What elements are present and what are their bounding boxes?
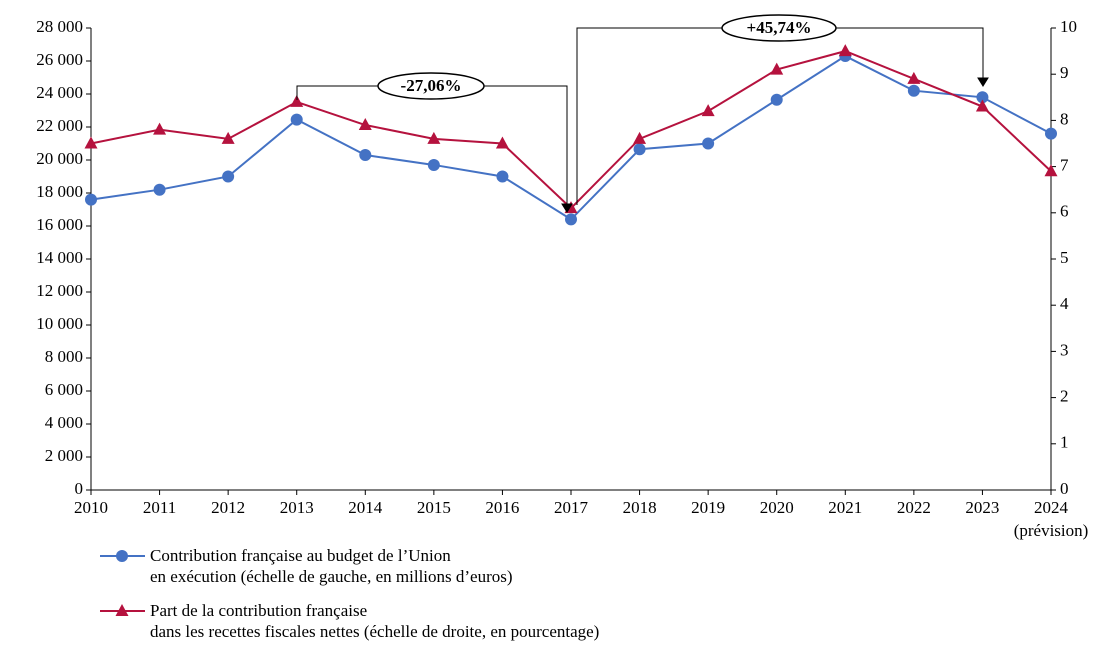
x-tick-label: 2018	[623, 498, 657, 517]
x-tick-label: 2011	[143, 498, 176, 517]
series-line	[90, 54, 1052, 221]
y2-tick-label: 9	[1060, 63, 1069, 82]
marker	[701, 104, 715, 117]
y-tick-label: 14 000	[36, 248, 83, 267]
y2-tick-label: 0	[1060, 479, 1069, 498]
marker	[565, 213, 577, 226]
y-tick-label: 6 000	[45, 380, 83, 399]
x-tick-label: 2020	[760, 498, 794, 517]
marker	[496, 170, 509, 183]
marker	[290, 94, 304, 107]
marker	[290, 113, 303, 126]
y-tick-label: 26 000	[36, 50, 83, 69]
x-tick-label: 2019	[691, 498, 725, 517]
y2-tick-label: 1	[1060, 433, 1069, 452]
annotation-bracket	[296, 14, 989, 213]
marker	[358, 118, 372, 131]
annotation: -27,06%	[401, 76, 462, 95]
x-tick-label: 2010	[74, 498, 108, 517]
legend-label: Part de la contribution française dans l…	[150, 601, 600, 641]
y-tick-label: 20 000	[36, 149, 83, 168]
y2-tick-label: 8	[1060, 109, 1069, 128]
x-tick-label: 2016	[485, 498, 519, 517]
marker	[907, 71, 921, 84]
marker	[153, 183, 166, 196]
y2-tick-label: 5	[1060, 248, 1069, 267]
x-tick-label: 2012	[211, 498, 245, 517]
y2-tick-label: 6	[1060, 202, 1069, 221]
marker	[702, 137, 715, 150]
x-tick-label: 2015	[417, 498, 451, 517]
y-tick-label: 8 000	[45, 347, 83, 366]
marker	[907, 84, 920, 97]
marker	[222, 170, 235, 183]
marker	[1044, 164, 1058, 177]
y2-tick-label: 2	[1060, 387, 1069, 406]
marker	[153, 122, 167, 135]
x-tick-label: 2024	[1034, 498, 1069, 517]
y-tick-label: 10 000	[36, 314, 83, 333]
y2-tick-label: 7	[1060, 156, 1069, 175]
marker	[427, 131, 441, 144]
marker	[770, 62, 784, 75]
marker	[85, 193, 97, 206]
marker	[770, 93, 783, 106]
annotation: +45,74%	[747, 18, 812, 37]
marker	[115, 604, 129, 616]
marker	[84, 136, 98, 149]
x-tick-label: 2022	[897, 498, 931, 517]
marker	[495, 136, 509, 149]
legend-label: Contribution française au budget de l’Un…	[150, 546, 513, 586]
marker	[633, 143, 646, 156]
marker	[1045, 127, 1057, 140]
y2-tick-label: 3	[1060, 340, 1069, 359]
y-tick-label: 18 000	[36, 182, 83, 201]
y-tick-label: 16 000	[36, 215, 83, 234]
y-tick-label: 22 000	[36, 116, 83, 135]
marker	[976, 91, 989, 104]
marker	[838, 44, 852, 57]
y-tick-label: 24 000	[36, 83, 83, 102]
marker	[221, 131, 235, 144]
y-tick-label: 2 000	[45, 446, 83, 465]
marker	[427, 158, 440, 171]
marker	[359, 149, 372, 162]
x-tick-label: 2021	[828, 498, 862, 517]
x-tick-label: 2014	[348, 498, 383, 517]
y-tick-label: 0	[75, 479, 84, 498]
marker	[975, 99, 989, 112]
y2-tick-label: 10	[1060, 17, 1077, 36]
y-tick-label: 4 000	[45, 413, 83, 432]
marker	[116, 550, 128, 562]
x-tick-label: 2023	[965, 498, 999, 517]
series-line	[90, 50, 1052, 210]
x-note: (prévision)	[1014, 521, 1089, 540]
x-tick-label: 2017	[554, 498, 589, 517]
y2-tick-label: 4	[1060, 294, 1069, 313]
marker	[633, 131, 647, 144]
x-tick-label: 2013	[280, 498, 314, 517]
y-tick-label: 12 000	[36, 281, 83, 300]
y-tick-label: 28 000	[36, 17, 83, 36]
